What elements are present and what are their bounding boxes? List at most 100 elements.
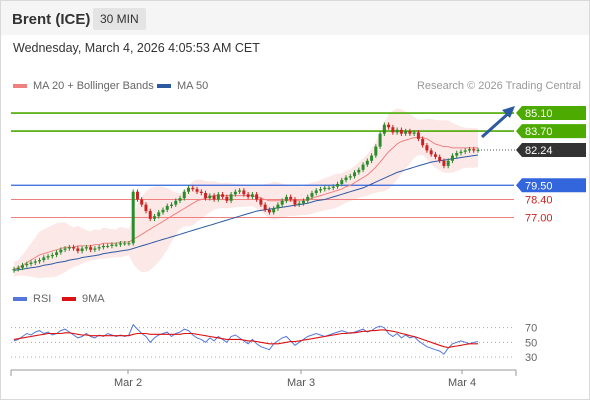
candle <box>242 188 246 197</box>
candle <box>16 265 20 272</box>
candle-body <box>72 247 76 249</box>
candle <box>433 152 437 160</box>
candle-body <box>425 145 429 151</box>
candle-body <box>174 200 178 205</box>
candle <box>123 240 127 246</box>
candle-body <box>55 252 59 255</box>
candle-body <box>348 176 352 178</box>
candle-body <box>221 194 225 197</box>
candle <box>382 122 386 137</box>
candle-body <box>293 199 297 205</box>
instrument-title: Brent (ICE) <box>12 11 91 28</box>
candle <box>314 188 318 196</box>
candle <box>187 185 191 195</box>
candle <box>84 244 88 251</box>
candle-body <box>314 190 318 194</box>
candle-body <box>212 195 216 200</box>
candle <box>250 191 254 200</box>
candle-body <box>204 193 208 199</box>
candle-body <box>280 200 284 205</box>
research-credit: Research © 2026 Trading Central <box>416 80 581 92</box>
candle <box>263 202 267 213</box>
candle <box>229 191 233 204</box>
candle <box>195 186 199 195</box>
candle <box>21 262 25 271</box>
candle <box>89 244 93 253</box>
projection-arrow-head <box>502 106 515 118</box>
candle-body <box>187 187 191 192</box>
candle-body <box>123 243 127 245</box>
candle <box>178 195 182 204</box>
candle <box>310 190 314 200</box>
candle <box>135 189 139 202</box>
candle-body <box>191 187 195 190</box>
candle <box>72 244 76 251</box>
candle-body <box>370 155 374 161</box>
candle <box>365 158 369 167</box>
timeframe-badge[interactable]: 30 MIN <box>93 8 146 30</box>
candle-body <box>140 199 144 205</box>
candle-body <box>357 169 361 173</box>
candle-body <box>276 204 280 209</box>
candle-body <box>157 212 161 217</box>
candle-body <box>25 263 29 266</box>
candle <box>152 213 156 222</box>
label-77-00: 77.00 <box>525 213 553 225</box>
candle <box>442 158 446 169</box>
candle <box>318 186 322 193</box>
legend-rsi-ma: 9MA <box>62 293 105 305</box>
candle-body <box>76 248 80 252</box>
candle <box>114 242 118 247</box>
candle-body <box>46 256 50 258</box>
candle <box>33 259 37 265</box>
candle <box>80 246 84 254</box>
candle-body <box>238 190 242 192</box>
rsi-swatch <box>13 297 27 301</box>
candle-body <box>182 191 186 199</box>
candle-body <box>323 187 327 190</box>
candle <box>140 197 144 207</box>
candle-body <box>89 247 93 250</box>
candle <box>323 185 327 192</box>
rsi-ma-label: 9MA <box>82 293 105 305</box>
candle-body <box>106 245 110 247</box>
candle <box>399 127 403 137</box>
candle <box>357 167 361 175</box>
candle <box>38 257 42 264</box>
candle <box>259 197 263 207</box>
candle <box>67 244 71 251</box>
candle <box>50 252 54 259</box>
candle-body <box>199 191 203 194</box>
candle-body <box>378 133 382 147</box>
candle <box>246 191 250 200</box>
bollinger-band <box>14 108 478 279</box>
candle <box>106 243 110 249</box>
label-79-50-text: 79.50 <box>525 180 553 192</box>
candle <box>280 198 284 207</box>
candle-body <box>467 149 471 151</box>
candle-body <box>84 247 88 249</box>
candle-body <box>353 172 357 177</box>
candle <box>412 130 416 137</box>
label-current-price-text: 82.24 <box>525 145 553 157</box>
candle <box>476 147 480 153</box>
candle <box>301 198 305 206</box>
candle-body <box>21 265 25 268</box>
candle <box>212 193 216 202</box>
candle <box>101 243 105 250</box>
candle-body <box>455 153 459 156</box>
candle <box>336 181 340 189</box>
candle-body <box>255 194 259 200</box>
candle-body <box>97 247 101 249</box>
candle <box>144 202 148 214</box>
candle <box>12 266 16 273</box>
label-79-50-box <box>516 178 586 193</box>
candle <box>463 148 467 155</box>
candle <box>97 244 101 251</box>
label-79-50: 79.50 <box>516 178 586 193</box>
candle <box>446 158 450 169</box>
candle-body <box>476 149 480 151</box>
candle-body <box>29 262 33 264</box>
candle <box>148 208 152 222</box>
